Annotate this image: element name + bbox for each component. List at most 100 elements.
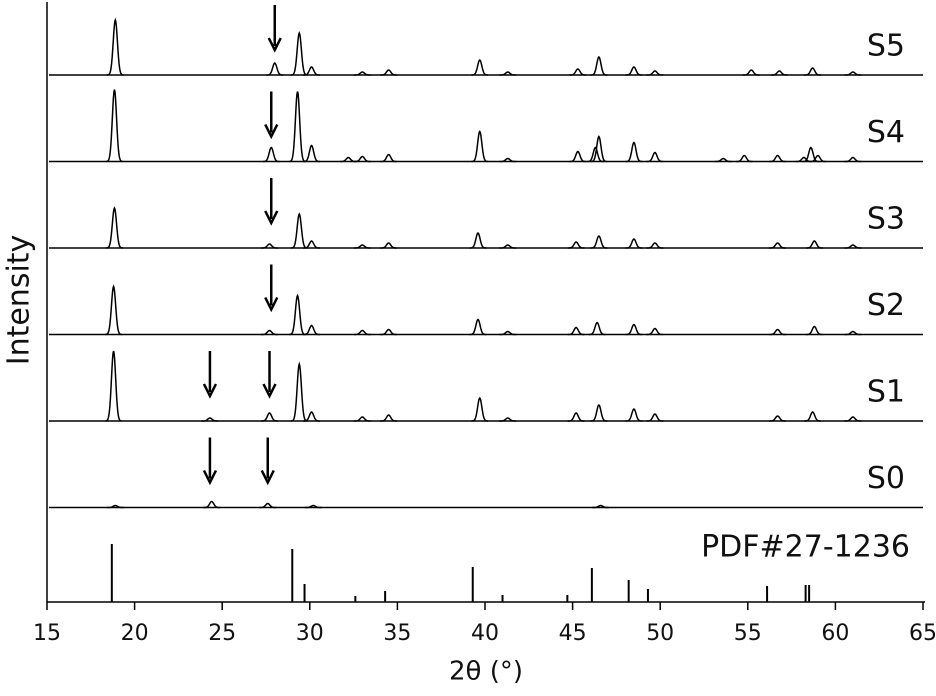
arrow-part [262, 383, 277, 399]
peak [804, 67, 822, 76]
peak [105, 350, 123, 422]
peak [802, 146, 820, 163]
series-label: S1 [867, 375, 905, 410]
peak [646, 242, 664, 249]
peak [353, 155, 371, 163]
peak [844, 71, 862, 76]
x-tick-label: 55 [734, 621, 762, 646]
x-tick-label: 40 [471, 621, 499, 646]
arrow [267, 5, 282, 53]
peak [259, 502, 277, 509]
x-tick-label: 20 [121, 621, 149, 646]
peak [261, 243, 278, 249]
peak [380, 414, 398, 422]
peak [844, 416, 862, 422]
peak [380, 153, 398, 163]
peak [499, 157, 517, 163]
x-tick-label: 65 [909, 621, 936, 646]
peak [290, 212, 308, 249]
peak [303, 411, 320, 422]
peak [105, 89, 123, 163]
peak [105, 284, 123, 336]
peak [203, 500, 221, 509]
arrow-part [264, 123, 279, 140]
peak [289, 91, 307, 163]
peak [261, 412, 278, 422]
peak [588, 321, 606, 336]
peak [469, 232, 487, 249]
x-tick-label: 30 [296, 621, 324, 646]
peak [201, 417, 219, 422]
peak [590, 135, 608, 163]
peak [742, 69, 760, 76]
peak [625, 238, 643, 249]
series-label: S2 [867, 288, 905, 323]
series-label: S4 [867, 115, 905, 150]
peak [769, 242, 786, 249]
peak [353, 416, 371, 422]
arrow [264, 178, 279, 226]
peak [769, 415, 786, 422]
x-tick-label: 15 [33, 621, 61, 646]
peak [625, 66, 643, 76]
peak [266, 62, 284, 76]
peak [809, 154, 827, 163]
peak [844, 330, 862, 336]
peak [106, 504, 124, 509]
arrow-part [202, 383, 218, 399]
x-axis-label: 2θ (°) [449, 657, 523, 687]
arrow-part [260, 469, 275, 486]
peak [805, 240, 823, 249]
series-label: S5 [867, 29, 905, 64]
peak [289, 293, 306, 336]
peak [380, 242, 398, 249]
peak [769, 154, 787, 163]
arrow-part [267, 37, 282, 53]
peak [499, 330, 517, 336]
peak [569, 68, 587, 76]
arrow [202, 437, 218, 486]
peak [303, 144, 320, 163]
arrow [264, 264, 279, 313]
peak [590, 55, 608, 76]
peak [769, 328, 786, 336]
peak [303, 240, 320, 249]
peak [567, 326, 585, 336]
y-axis-label: Intensity [2, 235, 37, 366]
peak [735, 154, 753, 163]
peak [567, 241, 585, 249]
peak [646, 70, 664, 76]
peak [625, 408, 643, 422]
peak [804, 411, 822, 422]
series-label: S0 [867, 461, 905, 496]
peak [105, 206, 123, 249]
peak [499, 244, 517, 249]
peak [714, 157, 732, 163]
arrow [264, 91, 279, 140]
peak [106, 17, 124, 76]
peak [592, 504, 610, 509]
arrow-part [264, 296, 279, 313]
peak [590, 235, 608, 249]
peak [646, 413, 664, 422]
peak [469, 318, 487, 336]
peak [303, 324, 320, 336]
x-tick-label: 45 [559, 621, 587, 646]
peak [844, 244, 862, 249]
series-label: S3 [867, 202, 905, 237]
peak [471, 396, 489, 422]
peak [590, 403, 608, 422]
peak [380, 328, 398, 336]
peak [471, 59, 489, 76]
peak [569, 150, 587, 163]
x-tick-label: 35 [383, 621, 411, 646]
peak [353, 244, 371, 249]
peak [262, 146, 280, 163]
x-tick-label: 60 [821, 621, 849, 646]
reference-label: PDF#27-1236 [701, 530, 910, 565]
arrow [202, 351, 218, 399]
peak [499, 71, 517, 76]
peak [304, 504, 322, 509]
x-tick-label: 25 [208, 621, 236, 646]
peak [471, 129, 489, 163]
